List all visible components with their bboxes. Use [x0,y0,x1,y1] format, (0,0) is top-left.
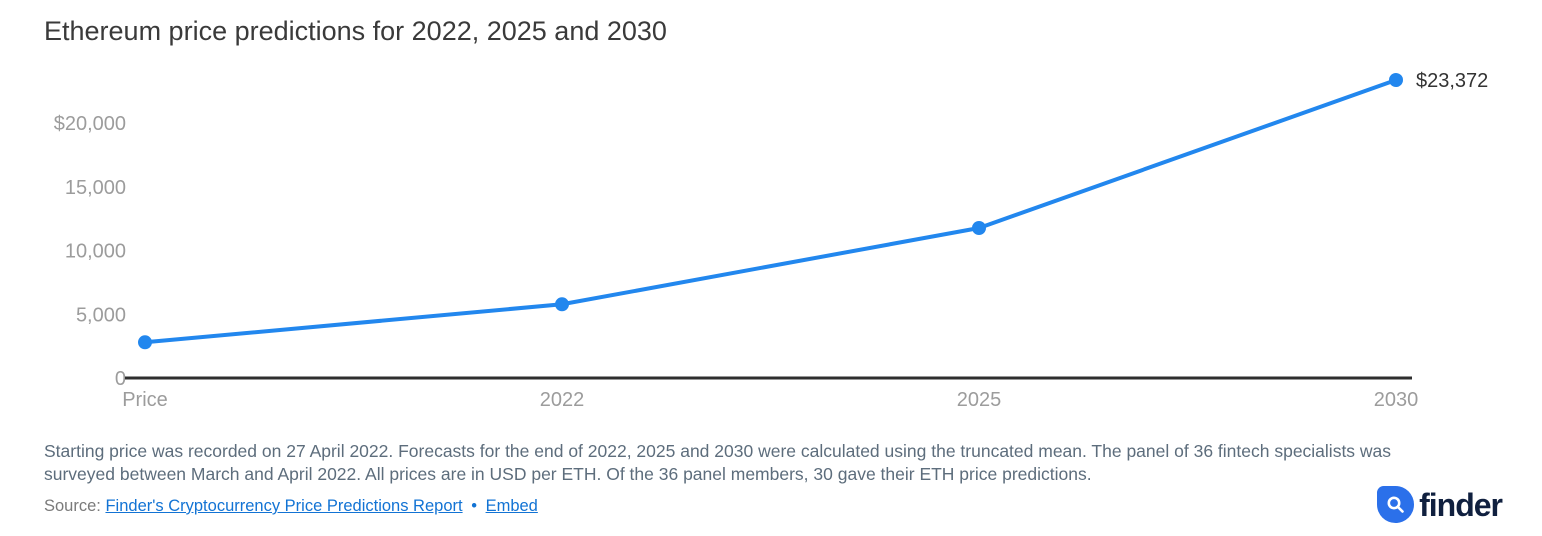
data-point [138,335,152,350]
data-point [555,297,569,312]
search-icon [1387,496,1404,513]
magnifier-droplet-icon [1377,486,1415,523]
finder-logo: finder [1377,486,1503,523]
finder-logo-text: finder [1419,486,1503,523]
report-link[interactable]: Finder's Cryptocurrency Price Prediction… [105,497,463,515]
y-axis-tick-label: 5,000 [76,304,126,326]
y-axis-tick-label: $20,000 [54,113,126,135]
x-axis-tick-label: 2030 [1374,389,1419,411]
data-point [1389,73,1403,88]
y-axis-tick-label: 15,000 [65,177,126,199]
chart-title: Ethereum price predictions for 2022, 202… [44,16,667,46]
source-label: Source: [44,497,101,515]
x-axis-tick-label: 2022 [540,389,585,411]
embed-link[interactable]: Embed [485,497,538,515]
y-axis-tick-label: 10,000 [65,241,126,263]
x-axis-tick-label: 2025 [957,389,1002,411]
source-line: Source: Finder's Cryptocurrency Price Pr… [44,497,538,516]
source-separator: • [471,497,477,515]
chart-footnote: Starting price was recorded on 27 April … [44,441,1392,484]
y-axis-tick-label: 0 [115,368,126,390]
data-point [972,221,986,236]
price-prediction-line [143,78,1398,345]
x-axis-tick-label: Price [122,389,168,411]
last-point-value-label: $23,372 [1416,70,1488,92]
